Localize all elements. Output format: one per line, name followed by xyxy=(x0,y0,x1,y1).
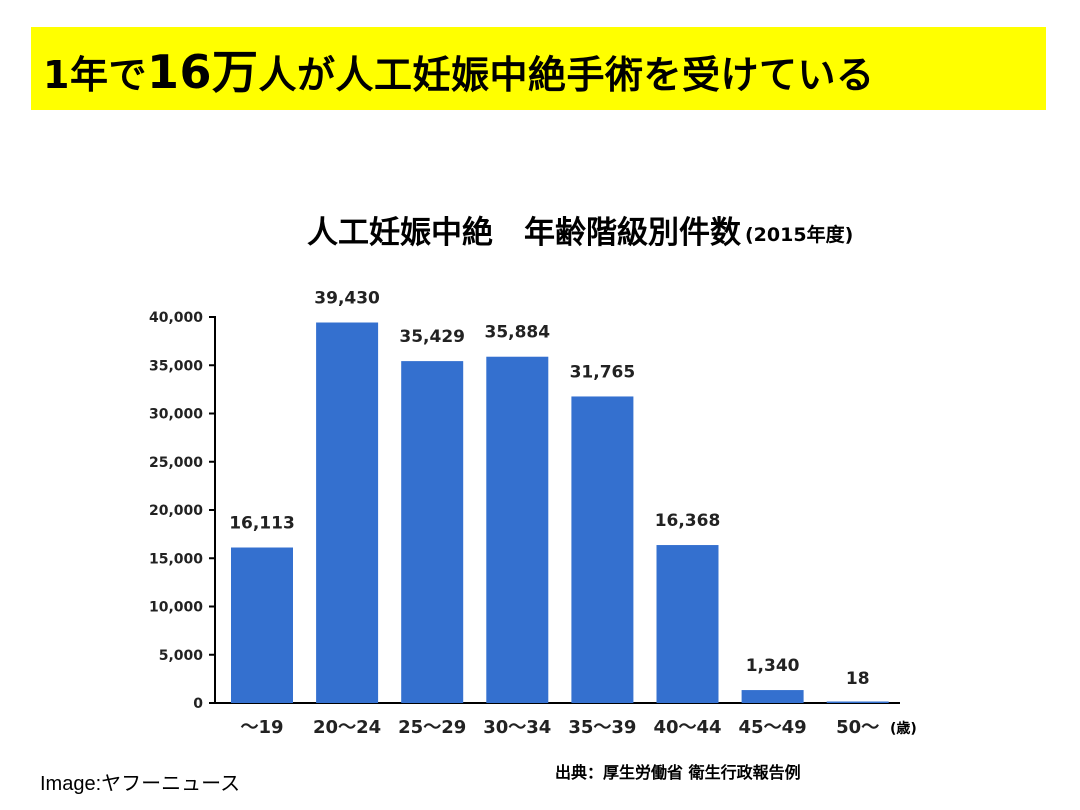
bar xyxy=(826,701,889,703)
x-axis-labels: ～19 20～24 25～29 30～34 35～39 40～44 45～49 50～ xyxy=(240,717,879,738)
y-tick-label: 15,000 xyxy=(149,551,203,567)
y-tick-label: 35,000 xyxy=(149,358,203,374)
bar xyxy=(401,361,464,703)
bar-value-label: 1,340 xyxy=(746,656,800,676)
x-tick-label: 40～44 xyxy=(653,717,721,738)
x-unit-label: (歳) xyxy=(890,720,917,737)
value-labels: 16,113 39,430 35,429 35,884 31,765 16,368 1,34… xyxy=(229,289,869,689)
x-tick-label: 50～ xyxy=(836,717,879,738)
banner-title-part2: 人が人工妊娠中絶手術を受けている xyxy=(258,52,875,97)
bar-value-label: 39,430 xyxy=(314,289,380,309)
chart-title: 人工妊娠中絶 年齢階級別件数 xyxy=(307,215,741,251)
y-tick-label: 5,000 xyxy=(159,648,204,664)
y-tick-label: 20,000 xyxy=(149,503,203,519)
y-tick-label: 40,000 xyxy=(149,310,203,326)
bar-value-label: 16,368 xyxy=(655,511,721,531)
bar-value-label: 16,113 xyxy=(229,514,295,534)
banner-title: 1年で16万人が人工妊娠中絶手術を受けている xyxy=(43,36,874,102)
y-tick-label: 10,000 xyxy=(149,600,203,616)
chart-source: 出典：厚生労働省 衛生行政報告例 xyxy=(555,763,801,782)
y-tick-label: 30,000 xyxy=(149,407,203,423)
bar xyxy=(486,356,549,703)
bar xyxy=(231,547,293,703)
title-banner: 1年で16万人が人工妊娠中絶手術を受けている xyxy=(31,27,1046,110)
bars xyxy=(231,322,889,703)
x-tick-label: 20～24 xyxy=(313,717,381,738)
bar-value-label: 35,884 xyxy=(484,323,550,343)
x-tick-label: 25～29 xyxy=(398,717,466,738)
banner-title-emphasis: 16万 xyxy=(146,44,259,99)
bar xyxy=(741,690,804,703)
bar-value-label: 18 xyxy=(846,669,870,689)
x-tick-label: ～19 xyxy=(240,717,283,738)
bar xyxy=(316,322,379,703)
x-tick-label: 30～34 xyxy=(483,717,551,738)
bar xyxy=(571,396,634,703)
x-tick-label: 35～39 xyxy=(568,717,636,738)
y-tick-label: 25,000 xyxy=(149,455,203,471)
banner-title-part1: 1年で xyxy=(43,52,147,97)
x-tick-label: 45～49 xyxy=(739,717,807,738)
y-tick-label: 0 xyxy=(193,696,203,712)
chart-subtitle: (2015年度) xyxy=(745,223,853,246)
image-credit: Image:ヤフーニュース xyxy=(40,773,241,795)
bar-value-label: 35,429 xyxy=(399,327,465,347)
bar xyxy=(656,545,719,703)
bar-value-label: 31,765 xyxy=(570,362,636,382)
